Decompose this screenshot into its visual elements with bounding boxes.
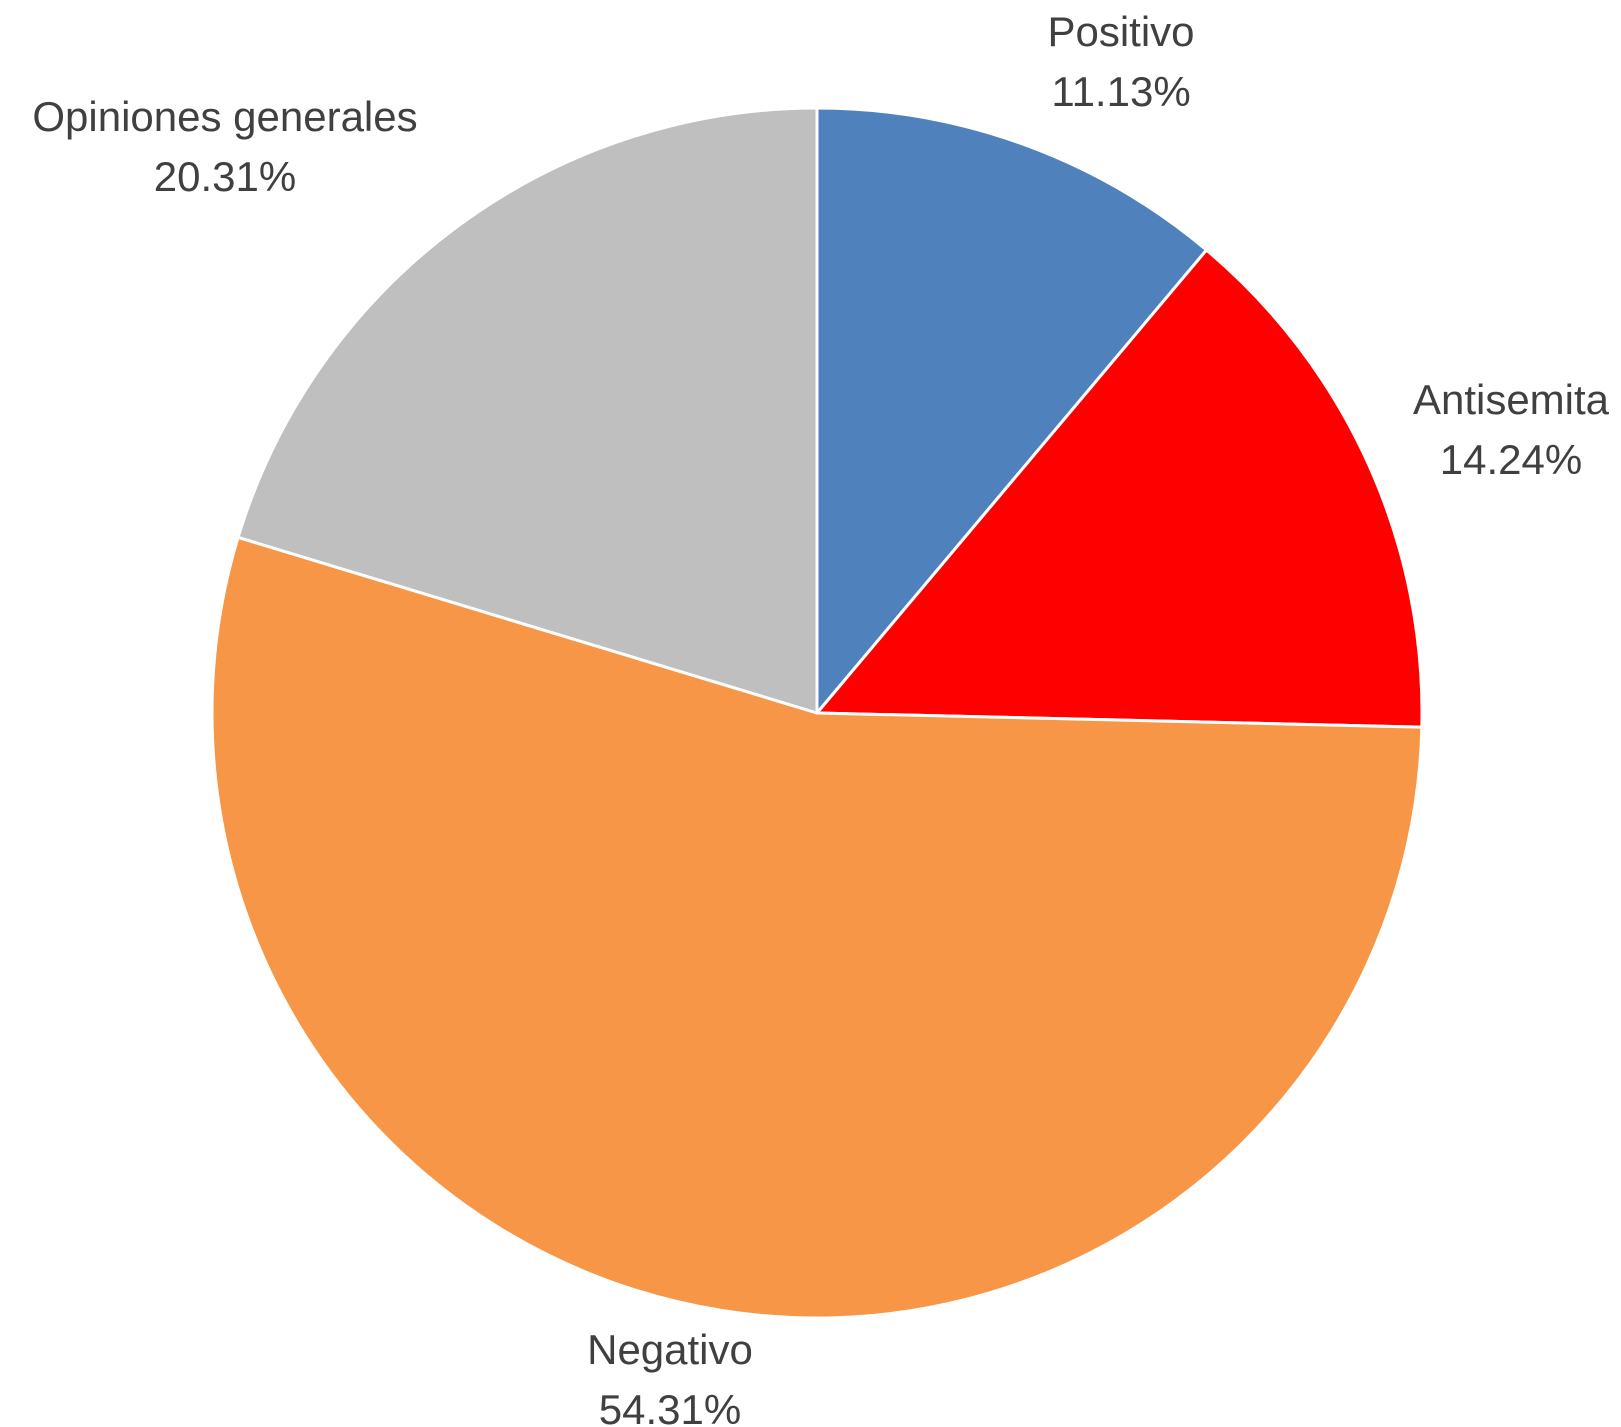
pie-slice-positivo bbox=[815, 106, 1208, 715]
pie-labels: Positivo 11.13% Antisemita 14.24% Negati… bbox=[32, 8, 1609, 1427]
slice-label-negativo: Negativo bbox=[587, 1326, 753, 1373]
slice-label-opiniones-generales: Opiniones generales bbox=[32, 93, 417, 140]
slice-value-antisemita: 14.24% bbox=[1440, 436, 1582, 483]
slice-value-opiniones-generales: 20.31% bbox=[154, 153, 296, 200]
slice-value-negativo: 54.31% bbox=[599, 1386, 741, 1427]
pie-slices bbox=[210, 106, 1424, 1320]
pie-slice-antisemita bbox=[815, 248, 1424, 729]
slice-value-positivo: 11.13% bbox=[1051, 68, 1190, 115]
slice-label-antisemita: Antisemita bbox=[1413, 376, 1610, 423]
pie-slice-negativo bbox=[210, 535, 1424, 1320]
pie-slice-opiniones-generales bbox=[236, 106, 819, 715]
slice-label-positivo: Positivo bbox=[1047, 8, 1194, 55]
